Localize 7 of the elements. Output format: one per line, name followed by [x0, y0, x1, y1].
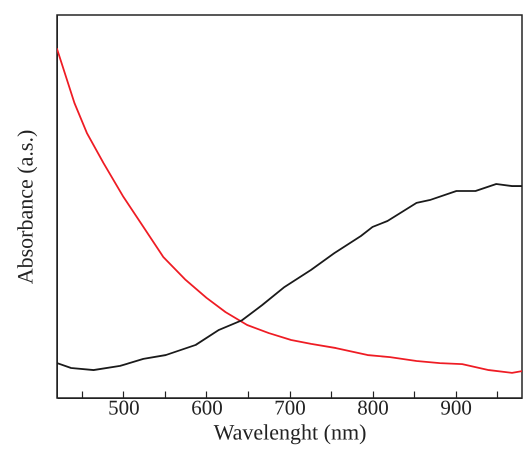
- y-axis-title: Absorbance (a.s.): [12, 130, 38, 284]
- x-tick-label: 600: [191, 396, 223, 420]
- x-tick-label: 900: [440, 396, 472, 420]
- x-tick-label: 700: [274, 396, 306, 420]
- x-tick-label: 500: [108, 396, 140, 420]
- x-axis-title: Wavelenght (nm): [214, 420, 366, 444]
- x-tick-label: 800: [357, 396, 389, 420]
